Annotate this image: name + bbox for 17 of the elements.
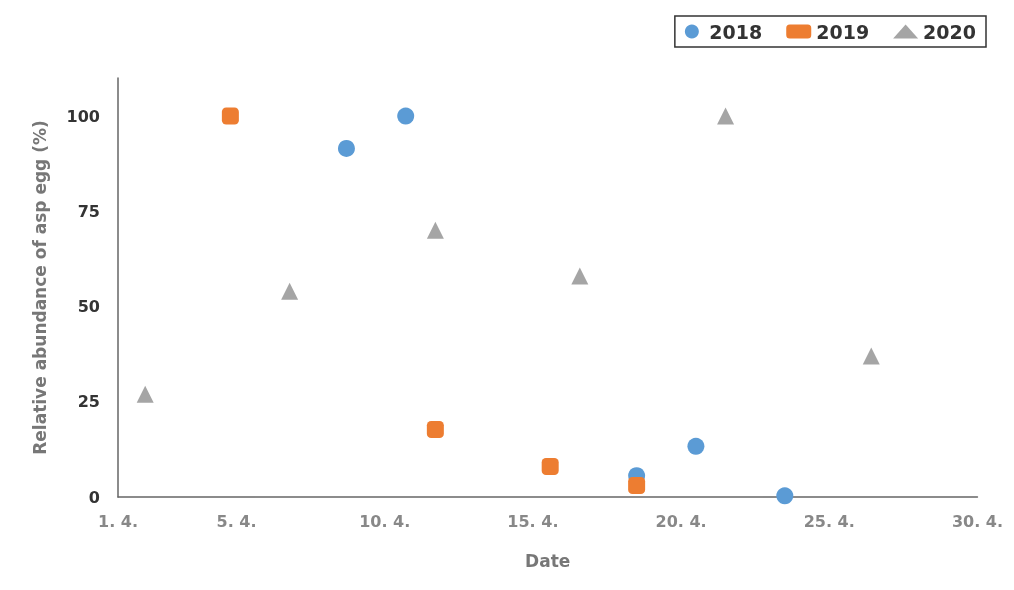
x-tick-label: 20. 4. [655,511,707,531]
x-tick-label: 30. 4. [951,511,1003,531]
y-tick-label: 25 [77,392,100,412]
x-axis-title: Date [525,550,571,571]
x-tick-label: 1. 4. [98,511,138,531]
legend-label: 2020 [923,20,977,43]
x-tick-label: 25. 4. [803,511,855,531]
y-tick-label: 50 [77,297,100,317]
legend-label: 2019 [816,20,870,43]
x-tick-label: 10. 4. [359,511,411,531]
x-tick-label: 5. 4. [216,511,257,531]
x-tick-label: 15. 4. [507,511,559,531]
y-axis-title: Relative abundance of asp egg (%) [29,120,50,455]
y-tick-label: 100 [66,106,100,126]
y-tick-label: 75 [77,201,100,221]
y-tick-label: 0 [88,487,100,507]
legend-label: 2018 [709,20,763,43]
